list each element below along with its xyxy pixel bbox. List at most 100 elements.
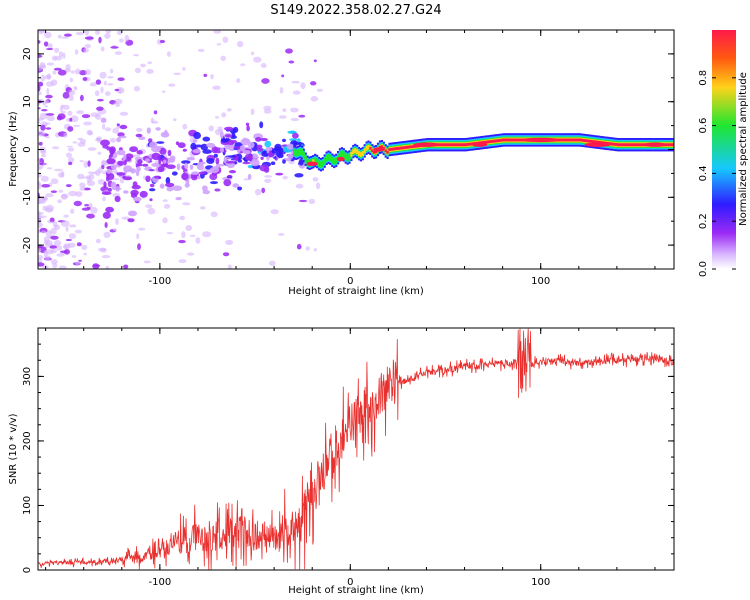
ridge-segment	[413, 145, 416, 148]
noise-speckle	[83, 252, 87, 256]
ridge-segment	[401, 146, 404, 150]
noise-speckle	[62, 92, 70, 99]
noise-speckle	[136, 128, 143, 132]
spectral-blob	[247, 173, 252, 180]
colorbar-ticks: 0.0 0.2 0.4 0.6 0.8	[698, 70, 736, 277]
noise-speckle	[105, 30, 112, 34]
noise-speckle	[173, 118, 177, 122]
ridge-segment	[632, 143, 635, 147]
ridge-segment	[624, 143, 627, 147]
noise-speckle	[74, 87, 78, 91]
noise-speckle	[84, 36, 94, 40]
noise-speckle	[178, 239, 186, 244]
spectral-blob	[101, 191, 112, 195]
spectral-blob	[224, 126, 234, 131]
noise-speckle	[147, 207, 156, 215]
noise-speckle	[75, 191, 83, 197]
noise-speckle	[118, 38, 124, 43]
noise-speckle	[84, 187, 91, 191]
ridge-segment	[441, 143, 444, 147]
noise-speckle	[213, 30, 222, 34]
ridge-segment	[491, 139, 494, 143]
ridge-segment	[517, 138, 521, 142]
spectrogram-y-tick-label: -10	[22, 189, 33, 205]
ridge-segment	[668, 143, 671, 147]
noise-speckle	[227, 264, 232, 269]
spectral-blob	[184, 162, 189, 170]
noise-speckle	[166, 232, 174, 235]
spectral-blob	[149, 188, 156, 192]
ridge-segment	[595, 140, 599, 144]
ridge-segment	[641, 143, 644, 147]
spectral-blob	[246, 125, 250, 132]
noise-speckle	[58, 34, 62, 39]
noise-speckle	[210, 211, 218, 218]
noise-speckle	[236, 78, 241, 83]
spectral-blob	[226, 144, 232, 148]
noise-speckle	[66, 152, 72, 158]
spectral-blob	[123, 190, 129, 194]
noise-speckle	[68, 89, 76, 96]
ridge-segment	[317, 160, 321, 167]
spectral-blob	[109, 147, 115, 155]
noise-speckle	[87, 147, 97, 151]
spectral-blob	[175, 196, 182, 201]
spectral-blob	[164, 129, 168, 137]
noise-speckle	[182, 202, 191, 206]
spectral-blob	[256, 147, 264, 152]
ridge-segment	[460, 143, 463, 147]
spectral-blob	[189, 164, 194, 170]
noise-speckle	[153, 110, 158, 115]
spectrogram-x-label: Height of straight line (km)	[288, 286, 424, 297]
noise-speckle	[270, 209, 279, 215]
ridge-segment	[407, 145, 410, 149]
spectral-blob	[227, 139, 235, 147]
ridge-segment	[561, 138, 564, 142]
snr-y-tick-label: 0	[22, 567, 33, 573]
noise-speckle	[50, 178, 59, 185]
ridge-segment	[466, 143, 469, 146]
noise-speckle	[137, 243, 141, 251]
spectral-blob	[225, 161, 236, 164]
ridge-segment	[295, 149, 298, 157]
noise-speckle	[162, 90, 166, 93]
noise-speckle	[52, 262, 58, 269]
noise-speckle	[44, 74, 51, 80]
ridge-segment	[396, 147, 399, 150]
noise-speckle	[38, 81, 44, 87]
spectral-blob	[123, 165, 133, 173]
noise-speckle	[295, 183, 304, 189]
ridge-segment	[615, 143, 618, 146]
noise-speckle	[55, 245, 63, 251]
spectral-blob	[163, 159, 167, 164]
noise-speckle	[95, 79, 102, 85]
noise-speckle	[110, 68, 114, 74]
spectral-blob	[198, 171, 207, 175]
noise-speckle	[67, 126, 74, 132]
spectrogram-y-tick-label: 10	[22, 95, 33, 108]
ridge-segment	[304, 155, 307, 163]
noise-speckle	[264, 175, 273, 178]
ridge-segment	[609, 142, 612, 146]
ridge-segment	[584, 139, 587, 143]
noise-speckle	[67, 242, 76, 248]
ridge-segment	[298, 148, 302, 155]
spectral-blob	[192, 149, 201, 154]
spectral-blob	[197, 175, 201, 180]
ridge-segment	[464, 143, 467, 147]
noise-speckle	[298, 199, 308, 203]
noise-speckle	[208, 125, 214, 132]
ridge-segment	[321, 160, 324, 168]
noise-speckle	[250, 108, 255, 116]
ridge-peak	[373, 147, 385, 152]
ridge-peak	[519, 137, 562, 143]
noise-speckle	[50, 227, 57, 235]
noise-speckle	[285, 48, 293, 54]
noise-speckle	[63, 132, 68, 138]
noise-speckle	[44, 99, 49, 104]
noise-speckle	[44, 105, 49, 108]
noise-speckle	[83, 121, 92, 126]
ridge-segment	[323, 157, 326, 165]
noise-speckle	[40, 74, 46, 82]
ridge-peak	[413, 142, 440, 147]
